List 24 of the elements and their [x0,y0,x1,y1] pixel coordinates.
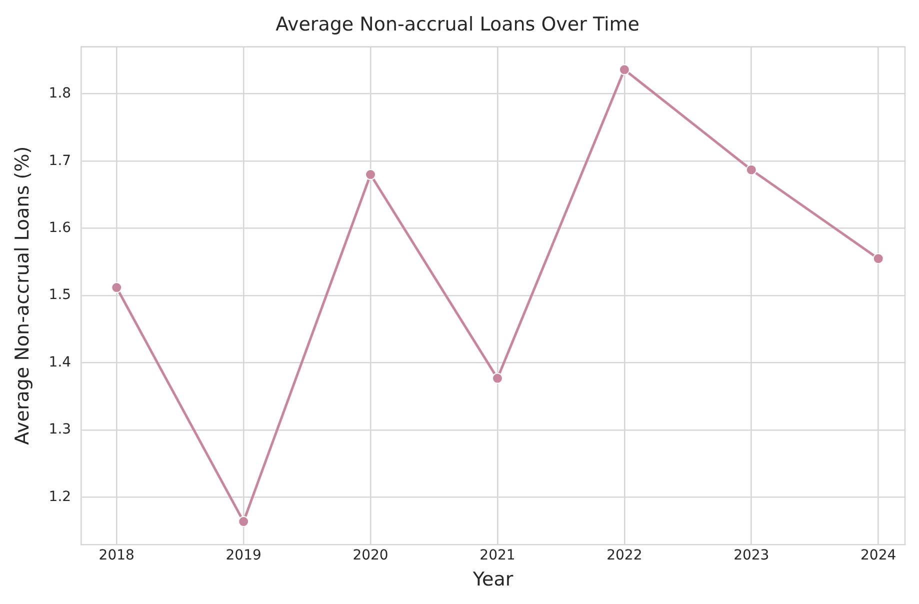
x-tick-label: 2024 [860,547,896,564]
x-tick-label: 2021 [480,547,516,564]
point [365,169,376,180]
y-tick-label: 1.3 [48,422,72,438]
point [111,282,122,294]
y-tick-label: 1.4 [48,354,72,370]
point [872,253,884,264]
x-axis-title: Year [472,568,514,591]
x-tick-label: 2018 [98,547,134,564]
y-tick-label: 1.6 [48,220,72,236]
x-tick-label: 2022 [606,547,642,564]
point [238,516,250,528]
x-tick-label: 2023 [734,547,770,564]
y-tick-label: 1.2 [48,488,72,505]
point [618,64,630,76]
y-tick-label: 1.8 [48,86,72,102]
x-tick-label: 2019 [226,547,262,564]
y-axis-title: Average Non-accrual Loans (%) [11,146,34,445]
point [492,372,503,384]
chart-title: Average Non-accrual Loans Over Time [276,13,640,36]
y-tick-label: 1.5 [48,287,72,304]
x-tick-label: 2020 [352,547,388,564]
y-tick-label: 1.7 [48,152,72,169]
point [746,164,757,176]
